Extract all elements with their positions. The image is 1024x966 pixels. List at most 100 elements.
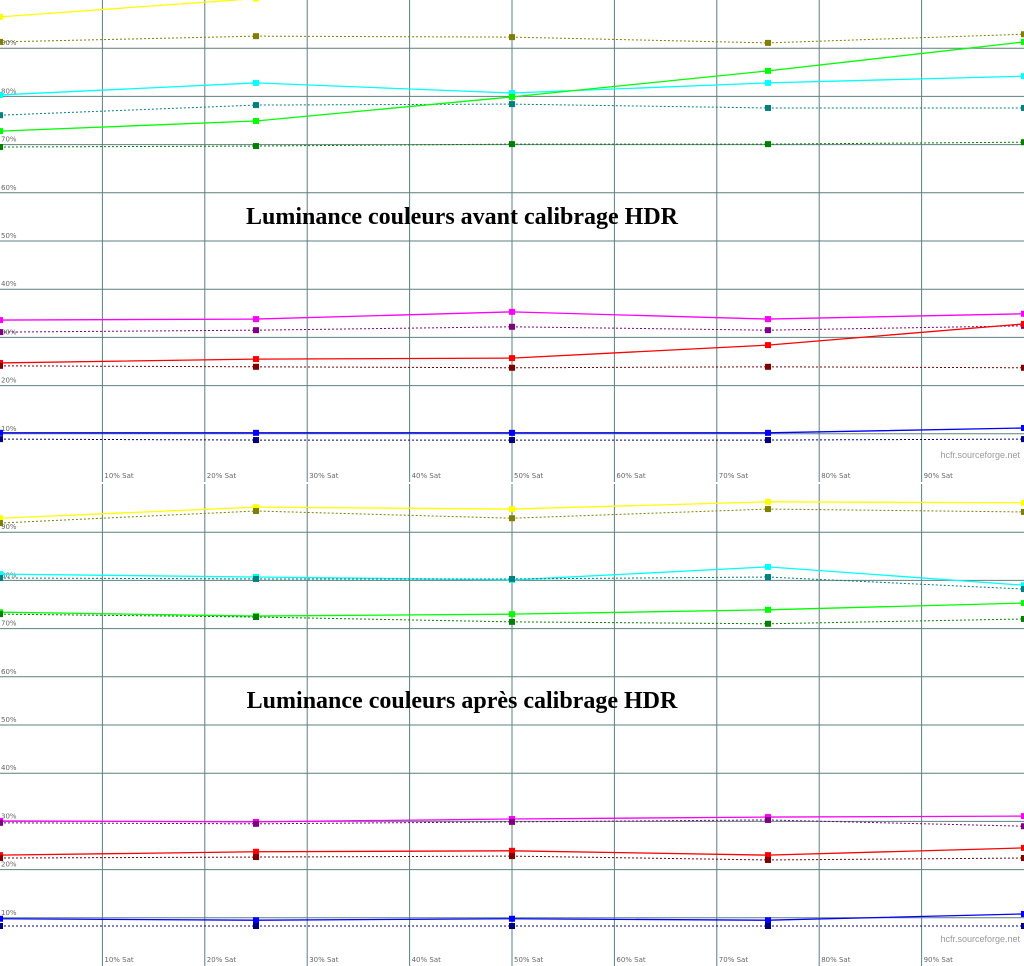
chart: 10% 20% 30% 40% 50% 60% 70% 80% 90% 10% Sat 20% Sa…: [0, 484, 1024, 966]
y-tick-label: 50%: [1, 716, 17, 724]
point-marker: [0, 429, 3, 436]
y-tick-label: 70%: [1, 136, 17, 144]
point-marker: [1021, 425, 1024, 432]
point-marker: [0, 329, 3, 336]
x-tick-label: 20% Sat: [207, 472, 237, 480]
point-marker: [0, 574, 3, 581]
point-marker: [765, 39, 771, 46]
point-marker: [253, 437, 259, 444]
point-marker: [1021, 823, 1024, 830]
point-marker: [1021, 855, 1024, 862]
point-marker: [765, 429, 771, 436]
point-marker: [0, 91, 3, 98]
point-marker: [1021, 310, 1024, 317]
point-marker: [765, 574, 771, 581]
watermark: hcfr.sourceforge.net: [940, 934, 1020, 944]
point-marker: [509, 101, 515, 108]
x-tick-label: 50% Sat: [514, 472, 544, 480]
point-marker: [0, 520, 3, 527]
point-marker: [253, 356, 259, 363]
point-marker: [509, 818, 515, 825]
point-marker: [509, 618, 515, 625]
point-marker: [1021, 844, 1024, 851]
point-marker: [765, 342, 771, 349]
point-marker: [253, 575, 259, 582]
point-marker: [1021, 600, 1024, 607]
y-tick-label: 20%: [1, 377, 17, 385]
point-marker: [1021, 910, 1024, 917]
y-tick-label: 50%: [1, 232, 17, 240]
point-marker: [0, 855, 3, 862]
point-marker: [509, 323, 515, 330]
point-marker: [765, 852, 771, 859]
point-marker: [1021, 320, 1024, 327]
chart-title: Luminance couleurs après calibrage HDR: [247, 688, 678, 714]
x-tick-label: 10% Sat: [104, 472, 134, 480]
point-marker: [509, 611, 515, 618]
plot-area: [0, 0, 1024, 444]
point-marker: [1021, 436, 1024, 443]
y-tick-label: 80%: [1, 87, 17, 95]
point-marker: [509, 34, 515, 41]
point-marker: [253, 922, 259, 929]
point-marker: [509, 506, 515, 513]
y-tick-label: 60%: [1, 184, 17, 192]
y-tick-label: 90%: [1, 39, 17, 47]
point-marker: [1021, 813, 1024, 820]
point-marker: [0, 571, 3, 578]
point-marker: [0, 144, 3, 151]
point-marker: [509, 915, 515, 922]
point-marker: [0, 362, 3, 369]
x-tick-label: 60% Sat: [616, 472, 646, 480]
point-marker: [253, 117, 259, 124]
point-marker: [765, 856, 771, 863]
y-tick-label: 40%: [1, 764, 17, 772]
point-marker: [509, 853, 515, 860]
point-marker: [509, 355, 515, 362]
x-tick-label: 40% Sat: [412, 956, 442, 964]
watermark: hcfr.sourceforge.net: [940, 450, 1020, 460]
point-marker: [253, 143, 259, 150]
point-marker: [253, 917, 259, 924]
point-marker: [509, 90, 515, 97]
point-marker: [0, 436, 3, 443]
point-marker: [253, 507, 259, 514]
point-marker: [765, 67, 771, 74]
y-tick-label: 10%: [1, 425, 17, 433]
point-marker: [509, 364, 515, 371]
point-marker: [1021, 586, 1024, 593]
point-marker: [509, 847, 515, 854]
y-tick-label: 30%: [1, 812, 17, 820]
point-marker: [765, 816, 771, 823]
point-marker: [765, 316, 771, 323]
point-marker: [509, 575, 515, 582]
point-marker: [765, 606, 771, 613]
point-marker: [0, 317, 3, 324]
point-marker: [509, 429, 515, 436]
y-tick-label: 80%: [1, 571, 17, 579]
point-marker: [0, 819, 3, 826]
y-tick-label: 10%: [1, 909, 17, 917]
point-marker: [253, 33, 259, 40]
point-marker: [253, 102, 259, 109]
point-marker: [765, 363, 771, 370]
point-marker: [253, 820, 259, 827]
point-marker: [1021, 499, 1024, 506]
point-marker: [765, 506, 771, 513]
x-tick-label: 70% Sat: [719, 956, 749, 964]
point-marker: [1021, 615, 1024, 622]
point-marker: [0, 128, 3, 135]
point-marker: [0, 13, 3, 20]
point-marker: [253, 504, 259, 511]
point-marker: [1021, 38, 1024, 45]
point-marker: [253, 316, 259, 323]
point-marker: [765, 104, 771, 111]
x-tick-label: 30% Sat: [309, 956, 339, 964]
point-marker: [253, 848, 259, 855]
x-tick-label: 80% Sat: [821, 472, 851, 480]
point-marker: [253, 79, 259, 86]
point-marker: [253, 854, 259, 861]
point-marker: [1021, 139, 1024, 146]
x-tick-label: 40% Sat: [412, 472, 442, 480]
